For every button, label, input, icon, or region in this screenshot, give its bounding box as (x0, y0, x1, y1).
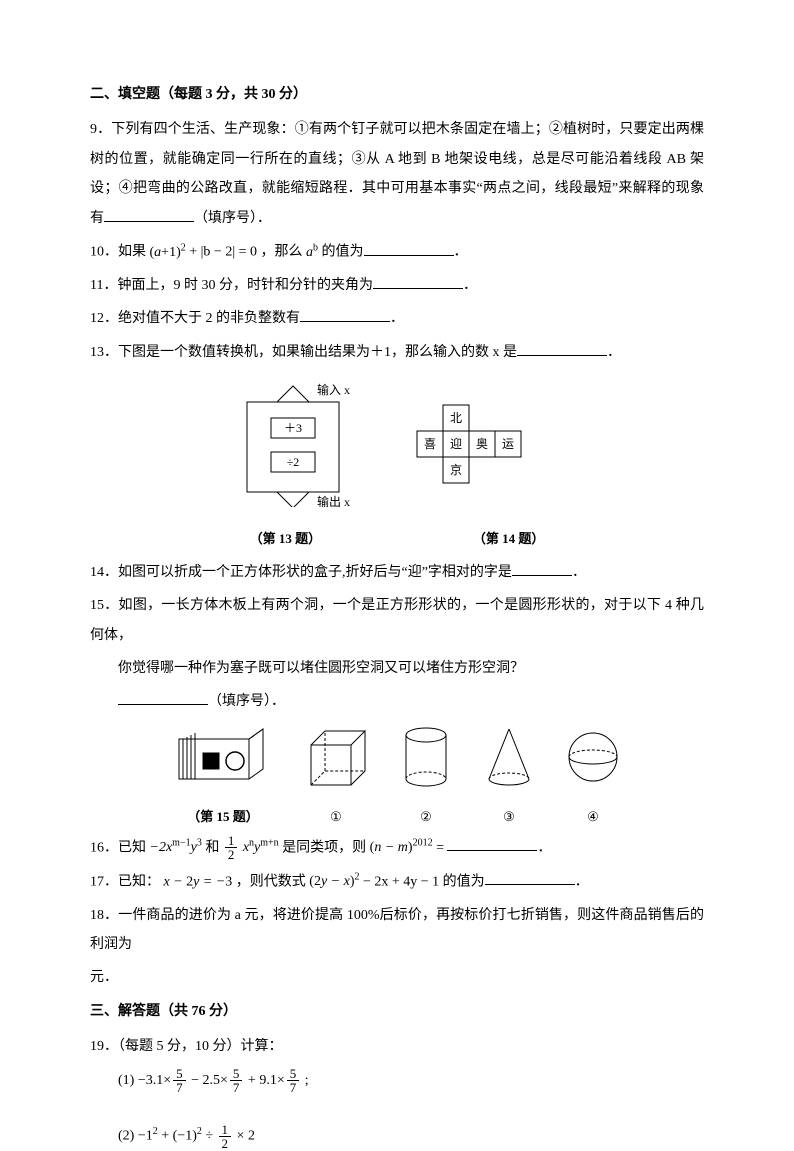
q9: 9．下列有四个生活、生产现象：①有两个钉子就可以把木条固定在墙上；②植树时，只要… (90, 115, 704, 233)
q19-1-suf: ; (301, 1073, 308, 1088)
q10-suf: 的值为 (322, 245, 364, 260)
q18: 18．一件商品的进价为 a 元，将进价提高 100%后标价，再按标价打七折销售，… (90, 901, 704, 960)
fig13-row: ＋3 ÷2 输入 x 输出 x 北 喜 迎 奥 运 (90, 377, 704, 518)
svg-text:喜: 喜 (424, 437, 436, 451)
q19-1-pre: (1) −3.1× (118, 1073, 171, 1088)
svg-text:运: 运 (502, 437, 514, 451)
q19-2: (2) −12 + (−1)2 ÷ 12 × 2 (90, 1121, 704, 1151)
fig15-cone: ③ (481, 725, 537, 831)
fig15-sphere: ④ (565, 725, 621, 831)
svg-text:＋3: ＋3 (284, 421, 302, 435)
q19-1-m2: + 9.1× (244, 1073, 284, 1088)
q14: 14．如图可以折成一个正方体形状的盒子,折好后与“迎”字相对的字是． (90, 558, 704, 587)
q13-blank[interactable] (517, 341, 607, 356)
fig15-board: （第 15 题） (173, 725, 273, 831)
q13: 13．下图是一个数值转换机，如果输出结果为＋1，那么输入的数 x 是． (90, 338, 704, 367)
q9-suffix: （填序号）． (194, 211, 271, 226)
section3-title: 三、解答题（共 76 分） (90, 997, 704, 1026)
fig14-caption: （第 14 题） (429, 525, 589, 552)
q10-pre: 10．如果 (90, 245, 150, 260)
fig13-svg: ＋3 ÷2 输入 x 输出 x 北 喜 迎 奥 运 (217, 377, 577, 507)
svg-text:÷2: ÷2 (287, 455, 300, 469)
q19-2-a: + (−1) (158, 1129, 197, 1144)
q11-blank[interactable] (373, 274, 463, 289)
q17-blank[interactable] (485, 870, 575, 885)
q19-2-pre: (2) −1 (118, 1129, 153, 1144)
svg-text:京: 京 (450, 463, 462, 477)
q15-l2: 你觉得哪一种作为塞子既可以堵住圆形空洞又可以堵住方形空洞？ (90, 654, 704, 683)
q11-text: 11．钟面上，9 时 30 分，时针和分针的夹角为 (90, 278, 373, 293)
q18-suf: 元． (90, 970, 118, 985)
svg-text:奥: 奥 (476, 437, 488, 451)
q15-suffix: （填序号）． (208, 694, 285, 709)
q15-blank-row: （填序号）． (90, 687, 704, 716)
q16-blank[interactable] (447, 836, 537, 851)
q19-1-m1: − 2.5× (188, 1073, 228, 1088)
q15: 15．如图，一长方体木板上有两个洞，一个是正方形形状的，一个是圆形形状的，对于以… (90, 591, 704, 650)
fig15-cube: ① (301, 725, 371, 831)
fig13-captions: （第 13 题） （第 14 题） (90, 525, 704, 552)
q14-blank[interactable] (512, 561, 572, 576)
q12: 12．绝对值不大于 2 的非负整数有． (90, 304, 704, 333)
q12-blank[interactable] (300, 307, 390, 322)
q10: 10．如果 (a+1)2 + |b − 2| = 0 ，那么 ab 的值为． (90, 237, 704, 267)
q16: 16．已知 −2xm−1y3 和 12 xnym+n 是同类项，则 (n − m… (90, 833, 704, 863)
q16-eq: = (436, 840, 447, 855)
q19-2-b: ÷ (202, 1129, 217, 1144)
q18-pre: 18．一件商品的进价为 a 元，将进价提高 100%后标价，再按标价打七折销售，… (90, 908, 704, 952)
q9-blank[interactable] (104, 207, 194, 222)
svg-text:北: 北 (450, 411, 462, 425)
fig15-lbl1: ① (301, 803, 371, 830)
q19-1: (1) −3.1×57 − 2.5×57 + 9.1×57 ; (90, 1066, 704, 1095)
fig15-row: （第 15 题） ① ② (90, 725, 704, 831)
q17: 17．已知： x − 2y = −3 ，则代数式 (2y − x)2 − 2x … (90, 867, 704, 897)
q13-text: 13．下图是一个数值转换机，如果输出结果为＋1，那么输入的数 x 是 (90, 345, 517, 360)
q15-blank[interactable] (118, 690, 208, 705)
exam-page: 二、填空题（每题 3 分，共 30 分） 9．下列有四个生活、生产现象：①有两个… (0, 0, 794, 1123)
svg-text:迎: 迎 (450, 437, 462, 451)
q16-mid: 是同类项，则 (282, 840, 370, 855)
q10-blank[interactable] (364, 241, 454, 256)
q17-mid: ，则代数式 (236, 874, 310, 889)
q10-mid: + |b − 2| = 0 ，那么 (189, 245, 306, 260)
q19-head: 19．（每题 5 分，10 分）计算： (90, 1032, 704, 1061)
fig15-lbl4: ④ (565, 803, 621, 830)
fig13-caption: （第 13 题） (205, 525, 365, 552)
q16-pre: 16．已知 (90, 840, 150, 855)
q14-text: 14．如图可以折成一个正方体形状的盒子,折好后与“迎”字相对的字是 (90, 565, 512, 580)
svg-text:输出 x: 输出 x (317, 494, 350, 507)
section2-title: 二、填空题（每题 3 分，共 30 分） (90, 80, 704, 109)
fig15-lbl2: ② (399, 803, 453, 830)
fig15-lbl3: ③ (481, 803, 537, 830)
q18-suf-row: 元． (90, 963, 704, 992)
q12-text: 12．绝对值不大于 2 的非负整数有 (90, 311, 300, 326)
fig15-cylinder: ② (399, 725, 453, 831)
q19-2-c: × 2 (233, 1129, 255, 1144)
svg-text:输入 x: 输入 x (317, 382, 350, 397)
q16-and: 和 (205, 840, 223, 855)
q11: 11．钟面上，9 时 30 分，时针和分针的夹角为． (90, 271, 704, 300)
fig15-caption: （第 15 题） (173, 803, 273, 830)
q15-l1: 15．如图，一长方体木板上有两个洞，一个是正方形形状的，一个是圆形形状的，对于以… (90, 598, 704, 642)
q17-pre: 17．已知： (90, 874, 164, 889)
q17-rest: − 2x + 4y − 1 的值为 (363, 874, 485, 889)
